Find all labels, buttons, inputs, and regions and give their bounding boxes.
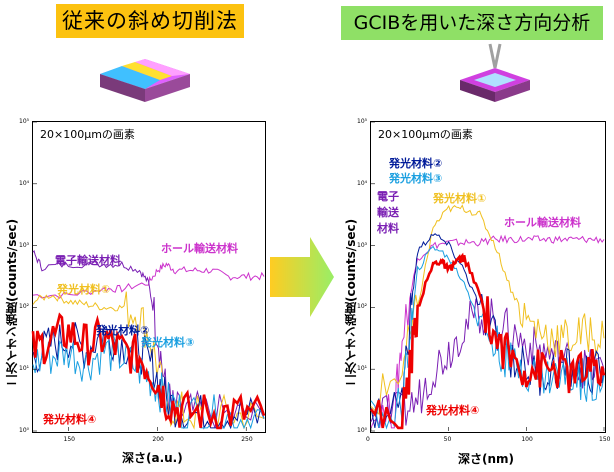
left-x-axis-label: 深さ(a.u.) xyxy=(122,451,183,465)
x-tick-label: 150 xyxy=(63,436,75,443)
right-x-axis-label: 深さ(nm) xyxy=(458,452,515,466)
arrow-right-icon xyxy=(270,237,334,317)
left-label-electron-transport: 電子輸送材料 xyxy=(55,254,121,267)
right-label-emitter2: 発光材料② xyxy=(389,157,443,170)
right-chart xyxy=(369,121,606,432)
series-line-5 xyxy=(370,245,605,430)
right-label-electron-transport: 電子輸送材料 xyxy=(377,190,399,235)
x-tick-label: 150 xyxy=(599,436,611,443)
y-tick-label: 10² xyxy=(357,303,368,311)
series-line-1 xyxy=(32,262,265,299)
x-tick-label: 50 xyxy=(443,436,452,443)
series-line-2 xyxy=(32,250,265,429)
y-tick-label: 10² xyxy=(19,303,30,311)
y-tick-label: 10³ xyxy=(357,241,368,249)
x-tick-label: 250 xyxy=(241,436,253,443)
bevel-sample-illustration xyxy=(100,59,190,102)
left-label-emitter4: 発光材料④ xyxy=(43,413,97,426)
y-tick-label: 10⁴ xyxy=(357,179,368,187)
left-label-emitter3: 発光材料③ xyxy=(141,336,195,349)
left-pixel-note: 20×100μmの画素 xyxy=(40,128,135,141)
y-tick-label: 10¹ xyxy=(357,365,368,373)
y-tick-label: 10⁵ xyxy=(19,118,30,125)
y-tick-label: 10⁴ xyxy=(19,179,30,187)
left-label-emitter1: 発光材料① xyxy=(57,283,111,296)
right-y-axis-label: 二次イオン強度(counts/sec) xyxy=(344,218,358,386)
right-label-emitter1: 発光材料① xyxy=(433,192,487,205)
left-label-hole-transport: ホール輸送材料 xyxy=(161,242,238,255)
x-tick-label: 100 xyxy=(521,436,533,443)
y-tick-label: 10⁰ xyxy=(19,427,30,434)
x-tick-label: 0 xyxy=(366,436,370,443)
left-title: 従来の斜め切削法 xyxy=(56,4,244,38)
y-tick-label: 10⁰ xyxy=(357,427,368,434)
right-label-emitter3: 発光材料③ xyxy=(389,172,443,185)
y-tick-label: 10³ xyxy=(19,241,30,249)
left-y-axis-label: 二次イオン強度(counts/sec) xyxy=(5,218,19,386)
series-line-3 xyxy=(370,204,605,416)
series-line-1 xyxy=(370,234,605,429)
series-line-4 xyxy=(370,233,605,429)
series-line-6 xyxy=(369,252,606,430)
left-label-emitter2: 発光材料② xyxy=(96,324,150,337)
left-chart xyxy=(31,121,266,432)
right-label-emitter4: 発光材料④ xyxy=(426,404,480,417)
series-line-6 xyxy=(31,312,266,430)
right-label-hole-transport: ホール輸送材料 xyxy=(504,216,581,229)
gcib-sample-illustration xyxy=(460,43,530,102)
y-tick-label: 10¹ xyxy=(19,365,30,373)
x-tick-label: 200 xyxy=(152,436,164,443)
y-tick-label: 10⁵ xyxy=(357,118,368,125)
right-pixel-note: 20×100μmの画素 xyxy=(378,128,473,141)
right-title: GCIBを用いた深さ方向分析 xyxy=(341,6,603,40)
